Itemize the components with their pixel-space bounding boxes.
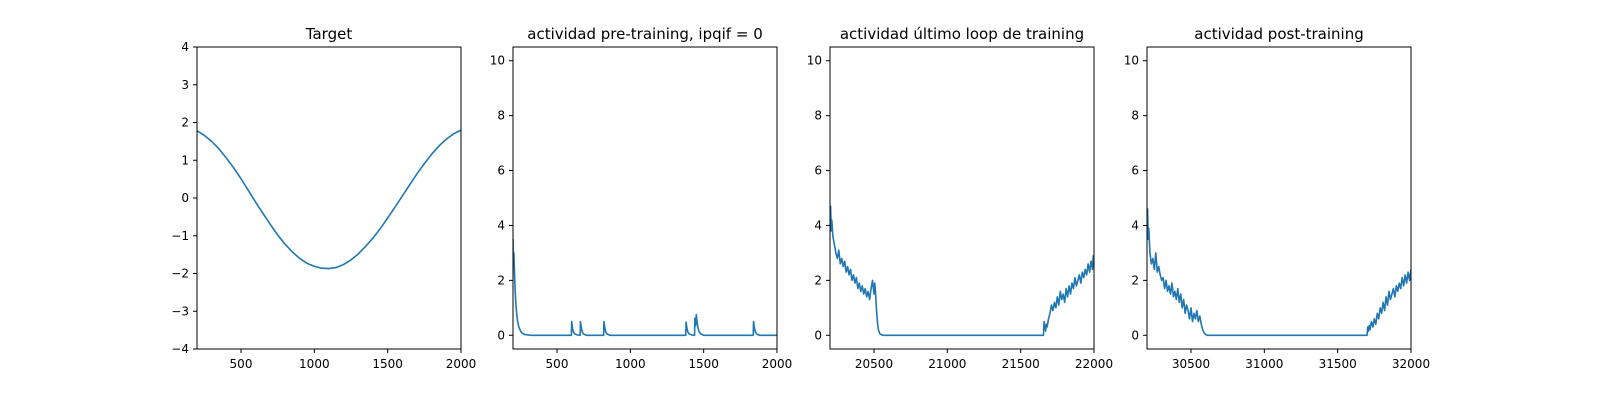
chart-panel-2: 500 1000 1500 2000 0 2 4 6 8 10 actividad pre-trai… (490, 25, 793, 371)
x-tick-label: 31500 (1319, 357, 1357, 371)
y-tick-label: 4 (497, 218, 505, 232)
y-tick-label: −1 (171, 229, 189, 243)
series-line (197, 129, 461, 270)
chart-panel-3: 20500 21000 21500 22000 0 2 4 6 8 10 actividad últ… (807, 25, 1113, 371)
series-line (513, 238, 777, 337)
y-tick-label: 6 (497, 164, 505, 178)
plot-frame (512, 46, 778, 350)
x-tick-label: 20500 (855, 357, 893, 371)
chart-title: Target (305, 25, 353, 43)
y-tick-label: 4 (1131, 218, 1139, 232)
y-tick-label: 6 (1131, 164, 1139, 178)
y-tick-label: 2 (814, 273, 822, 287)
chart-title: actividad pre-training, ipqif = 0 (527, 25, 763, 43)
y-tick-label: −3 (171, 304, 189, 318)
chart-panel-1: 500 1000 1500 2000 −4 −3 −2 −1 0 1 2 3 4 Target (171, 25, 476, 371)
y-tick-label: 4 (814, 218, 822, 232)
y-tick-label: 0 (497, 328, 505, 342)
y-tick-label: 4 (181, 40, 189, 54)
x-tick-label: 21500 (1002, 357, 1040, 371)
y-tick-label: −2 (171, 267, 189, 281)
x-tick-label: 1000 (615, 357, 646, 371)
plot-frame (1146, 46, 1412, 350)
y-tick-label: 1 (181, 153, 189, 167)
y-tick-label: 8 (497, 109, 505, 123)
y-tick-label: 10 (490, 54, 505, 68)
x-tick-label: 22000 (1075, 357, 1113, 371)
y-tick-label: −4 (171, 342, 189, 356)
y-tick-label: 8 (814, 109, 822, 123)
plot-frame (829, 46, 1095, 350)
y-tick-label: 2 (1131, 273, 1139, 287)
chart-panel-4: 30500 31000 31500 32000 0 2 4 6 8 10 actividad pos… (1124, 25, 1430, 371)
x-tick-label: 1500 (688, 357, 719, 371)
x-tick-label: 500 (546, 357, 569, 371)
series-line (1147, 208, 1411, 337)
y-tick-label: 2 (181, 116, 189, 130)
y-tick-label: 0 (181, 191, 189, 205)
x-tick-label: 30500 (1172, 357, 1210, 371)
x-tick-label: 1500 (372, 357, 403, 371)
x-tick-label: 2000 (446, 357, 477, 371)
x-tick-label: 31000 (1245, 357, 1283, 371)
x-tick-label: 2000 (762, 357, 793, 371)
y-tick-label: 10 (1124, 54, 1139, 68)
series-line (830, 205, 1094, 337)
x-tick-label: 32000 (1392, 357, 1430, 371)
y-tick-label: 6 (814, 164, 822, 178)
y-tick-label: 0 (1131, 328, 1139, 342)
x-tick-label: 21000 (928, 357, 966, 371)
y-tick-label: 0 (814, 328, 822, 342)
x-tick-label: 1000 (299, 357, 330, 371)
y-tick-label: 8 (1131, 109, 1139, 123)
y-tick-label: 3 (181, 78, 189, 92)
chart-title: actividad último loop de training (840, 25, 1084, 43)
y-tick-label: 10 (807, 54, 822, 68)
y-tick-label: 2 (497, 273, 505, 287)
x-tick-label: 500 (230, 357, 253, 371)
chart-title: actividad post-training (1194, 25, 1363, 43)
